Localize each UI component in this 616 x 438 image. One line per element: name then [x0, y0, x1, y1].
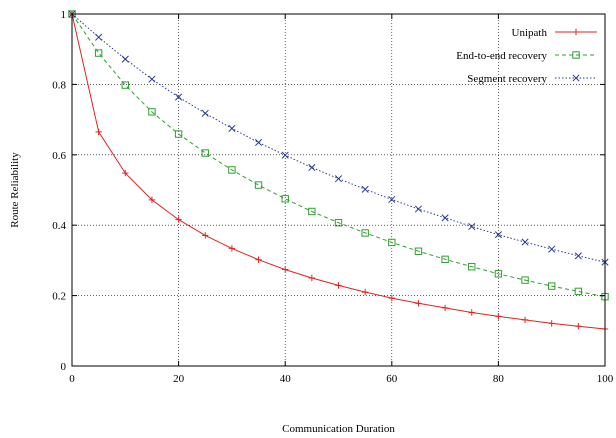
- x-axis-title: Communication Duration: [282, 423, 395, 435]
- data-point: [414, 247, 423, 255]
- plot-frame: [71, 13, 606, 367]
- data-point: [308, 163, 316, 172]
- x-tick-label: 80: [493, 373, 505, 385]
- legend-swatch-marker: [572, 74, 580, 82]
- data-point: [495, 313, 502, 320]
- legend-swatch-marker: [572, 28, 580, 36]
- x-tick-label: 0: [69, 373, 75, 385]
- data-point: [468, 223, 476, 231]
- data-point: [361, 229, 369, 237]
- data-point: [388, 238, 396, 247]
- legend-entry: Segment recovery: [467, 73, 597, 85]
- series-unipath: [68, 10, 609, 333]
- data-point: [415, 300, 422, 307]
- data-point: [201, 109, 209, 117]
- data-point: [361, 185, 369, 193]
- series-line: [71, 13, 606, 298]
- data-point: [521, 276, 529, 284]
- y-tick-label: 0: [61, 361, 67, 373]
- data-point: [175, 93, 183, 101]
- data-point: [202, 232, 209, 239]
- y-axis-title: Route Reliability: [9, 152, 21, 228]
- data-point: [148, 108, 156, 116]
- grid-lines: [72, 14, 605, 366]
- data-point: [521, 316, 529, 324]
- data-point: [228, 166, 236, 174]
- data-point: [148, 196, 156, 204]
- data-point: [122, 169, 129, 177]
- data-point: [388, 195, 396, 204]
- data-point: [521, 238, 529, 246]
- legend-entry: End-to-end recovery: [456, 50, 597, 62]
- y-tick-label: 0.8: [52, 79, 66, 91]
- data-point: [201, 149, 209, 157]
- data-point: [254, 181, 263, 189]
- x-tick-label: 100: [597, 373, 614, 385]
- x-tick-label: 40: [280, 373, 292, 385]
- data-point: [254, 138, 263, 147]
- data-point: [414, 205, 423, 213]
- data-point: [441, 304, 449, 312]
- data-point: [574, 287, 583, 296]
- data-point: [95, 128, 102, 136]
- legend: Unipath End-to-end recovery Segment recove…: [456, 27, 597, 85]
- data-point: [255, 256, 262, 263]
- x-tick-label: 20: [173, 373, 185, 385]
- data-point: [574, 252, 582, 260]
- data-point: [94, 49, 103, 57]
- x-tick-label: 60: [386, 373, 398, 385]
- data-point: [334, 219, 343, 227]
- data-point: [281, 195, 289, 203]
- y-tick-label: 0.6: [52, 150, 66, 162]
- data-point: [575, 323, 582, 330]
- data-point: [548, 320, 555, 327]
- data-point: [308, 207, 316, 216]
- data-point: [494, 231, 502, 239]
- data-point: [281, 151, 289, 159]
- legend-entry: Unipath: [512, 27, 597, 39]
- data-point: [95, 33, 103, 41]
- legend-swatch-marker: [572, 51, 580, 59]
- legend-label: Unipath: [512, 27, 548, 39]
- data-point: [388, 294, 395, 302]
- data-point: [441, 255, 449, 264]
- data-point: [361, 288, 369, 296]
- y-tick-label: 0.4: [52, 220, 66, 232]
- data-point: [175, 216, 182, 223]
- data-point: [121, 55, 129, 63]
- axis-ticks: 0 20 40 60 80 100 0 0.2 0.4 0.6 0.8 1: [52, 9, 614, 385]
- data-point: [468, 309, 475, 316]
- y-tick-label: 1: [61, 9, 67, 21]
- data-point: [282, 266, 289, 273]
- data-point: [494, 270, 503, 278]
- data-point: [441, 214, 449, 222]
- legend-label: End-to-end recovery: [456, 50, 547, 62]
- data-point: [548, 245, 556, 253]
- data-point: [148, 75, 156, 83]
- data-point: [468, 263, 476, 271]
- legend-label: Segment recovery: [467, 73, 547, 85]
- series-segment-recovery: [68, 10, 609, 266]
- data-point: [174, 130, 183, 138]
- data-point: [335, 282, 342, 289]
- data-point: [121, 81, 129, 89]
- data-point: [308, 274, 316, 282]
- data-point: [228, 124, 236, 132]
- data-point: [228, 245, 236, 252]
- y-tick-label: 0.2: [52, 291, 66, 303]
- data-point: [548, 282, 556, 290]
- data-point: [334, 175, 343, 183]
